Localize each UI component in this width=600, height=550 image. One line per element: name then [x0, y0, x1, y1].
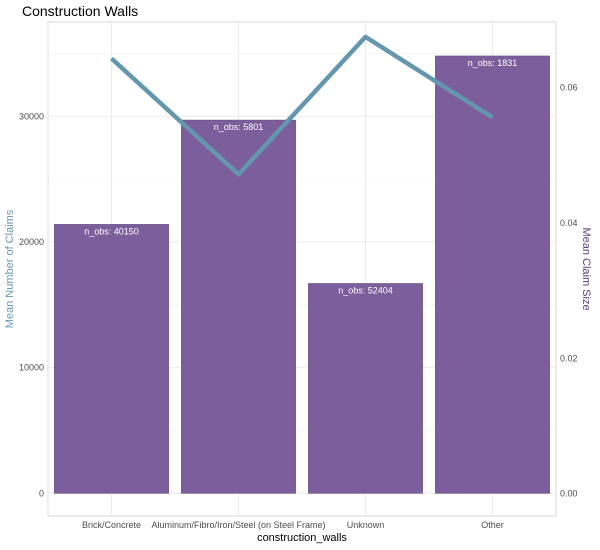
y-tick-label: 10000	[19, 363, 44, 373]
bars	[54, 55, 550, 494]
line-series	[109, 34, 494, 177]
chart-title: Construction Walls	[22, 3, 138, 19]
x-axis-title: construction_walls	[257, 532, 347, 544]
bar	[435, 55, 550, 494]
y-axis-left-title: Mean Number of Claims	[4, 209, 16, 328]
line-path	[109, 34, 494, 177]
y-tick-label: 30000	[19, 111, 44, 121]
y-tick-label: 20000	[19, 237, 44, 247]
y-axis-right-ticks: 0.00 0.02 0.04 0.06	[560, 83, 578, 499]
y2-tick-label: 0.06	[560, 83, 578, 93]
bar-data-label: n_obs: 5801	[214, 122, 264, 132]
y-tick-label: 0	[39, 488, 44, 498]
x-axis-ticks: Brick/Concrete Aluminum/Fibro/Iron/Steel …	[82, 520, 504, 530]
x-tick-label: Brick/Concrete	[82, 520, 141, 530]
x-tick-label: Other	[481, 520, 504, 530]
x-tick-label: Unknown	[347, 520, 385, 530]
bar	[54, 224, 169, 494]
x-tick-label: Aluminum/Fibro/Iron/Steel (on Steel Fram…	[151, 520, 325, 530]
bar-data-label: n_obs: 1831	[468, 58, 518, 68]
y-axis-right-title: Mean Claim Size	[580, 227, 592, 310]
y2-tick-label: 0.04	[560, 218, 578, 228]
bar	[181, 119, 296, 494]
y2-tick-label: 0.00	[560, 489, 578, 499]
bar	[308, 283, 423, 494]
y-axis-left-ticks: 0 10000 20000 30000	[19, 111, 44, 498]
bar-labels: n_obs: 40150 n_obs: 5801 n_obs: 52404 n_obs…	[84, 58, 517, 296]
bar-data-label: n_obs: 40150	[84, 226, 139, 236]
bar-data-label: n_obs: 52404	[338, 285, 393, 295]
y2-tick-label: 0.02	[560, 353, 578, 363]
